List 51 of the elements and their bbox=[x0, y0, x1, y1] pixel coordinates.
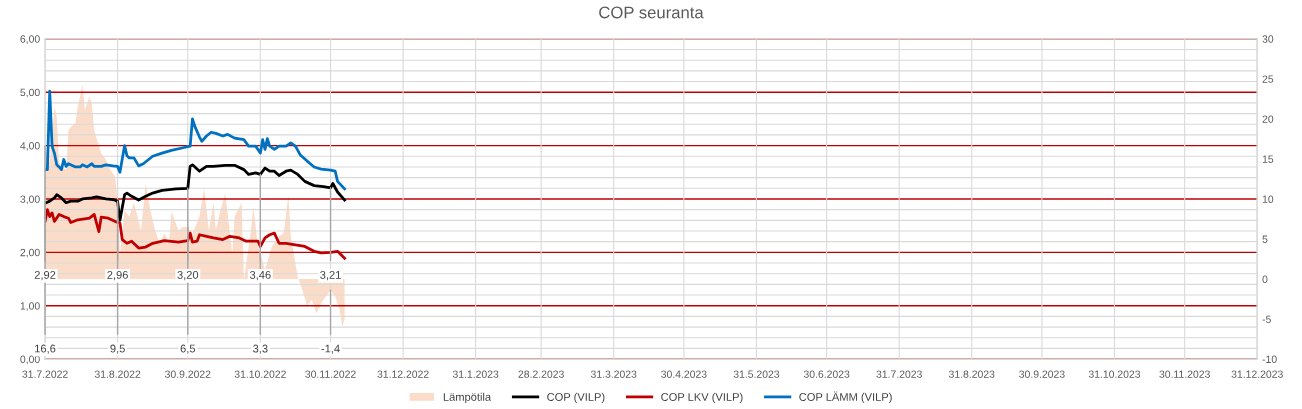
x-tick-label: 31.10.2022 bbox=[234, 370, 286, 378]
y2-tick-label: 10 bbox=[1262, 195, 1274, 203]
data-label: 2,96 bbox=[107, 270, 128, 281]
y-tick-label: 6,00 bbox=[20, 35, 40, 44]
y2-tick-label: 15 bbox=[1262, 155, 1274, 163]
y2-tick-label: 30 bbox=[1262, 35, 1274, 43]
x-tick-label: 30.4.2023 bbox=[661, 370, 707, 378]
data-label: 6,5 bbox=[180, 344, 196, 354]
data-label: -1,4 bbox=[321, 344, 340, 354]
y2-tick-label: 0 bbox=[1262, 275, 1268, 283]
x-tick-label: 30.11.2022 bbox=[305, 370, 356, 378]
data-label: 3,21 bbox=[320, 270, 341, 281]
data-label: 2,92 bbox=[34, 270, 56, 281]
y-tick-label: 5,00 bbox=[20, 88, 40, 98]
x-tick-label: 30.11.2023 bbox=[1159, 370, 1210, 378]
line-series bbox=[45, 163, 346, 222]
legend-label: COP LKV (VILP) bbox=[661, 392, 743, 404]
y2-tick-label: 20 bbox=[1262, 115, 1274, 123]
x-tick-label: 31.7.2023 bbox=[876, 370, 922, 378]
y2-tick-label: -5 bbox=[1262, 315, 1271, 323]
x-tick-label: 31.12.2022 bbox=[377, 370, 429, 378]
x-tick-label: 31.1.2023 bbox=[452, 370, 499, 378]
legend-label: COP (VILP) bbox=[547, 392, 605, 404]
x-tick-label: 31.5.2023 bbox=[733, 370, 780, 378]
x-tick-label: 30.9.2022 bbox=[165, 370, 211, 378]
x-tick-label: 28.2.2023 bbox=[518, 370, 564, 378]
y-tick-label: 2,00 bbox=[20, 248, 40, 258]
x-tick-label: 30.6.2023 bbox=[803, 370, 850, 378]
x-tick-label: 31.12.2023 bbox=[1231, 370, 1283, 378]
data-label: 16,6 bbox=[35, 344, 56, 354]
x-tick-label: 31.7.2022 bbox=[22, 370, 68, 378]
line-series bbox=[45, 89, 346, 191]
y-tick-label: 1,00 bbox=[20, 302, 40, 311]
y-tick-label: 0,00 bbox=[20, 355, 40, 365]
data-label: 9,5 bbox=[110, 344, 125, 354]
x-tick-label: 31.8.2022 bbox=[94, 370, 141, 378]
y2-tick-label: -10 bbox=[1262, 355, 1277, 363]
legend-label: COP LÄMM (VILP) bbox=[799, 391, 892, 404]
y-tick-label: 4,00 bbox=[20, 142, 40, 151]
x-tick-label: 30.9.2023 bbox=[1019, 370, 1065, 378]
x-tick-label: 31.8.2023 bbox=[948, 370, 995, 378]
chart-title: COP seuranta bbox=[599, 6, 704, 19]
data-label: 3,3 bbox=[253, 344, 268, 354]
x-tick-label: 31.3.2023 bbox=[590, 370, 637, 378]
data-label: 3,20 bbox=[177, 270, 199, 281]
x-tick-label: 31.10.2023 bbox=[1088, 370, 1141, 378]
legend-label: Lämpötila bbox=[443, 392, 492, 404]
y-tick-label: 3,00 bbox=[20, 195, 40, 205]
y2-tick-label: 25 bbox=[1262, 75, 1274, 83]
y2-tick-label: 5 bbox=[1262, 235, 1268, 243]
data-label: 3,46 bbox=[249, 270, 271, 281]
